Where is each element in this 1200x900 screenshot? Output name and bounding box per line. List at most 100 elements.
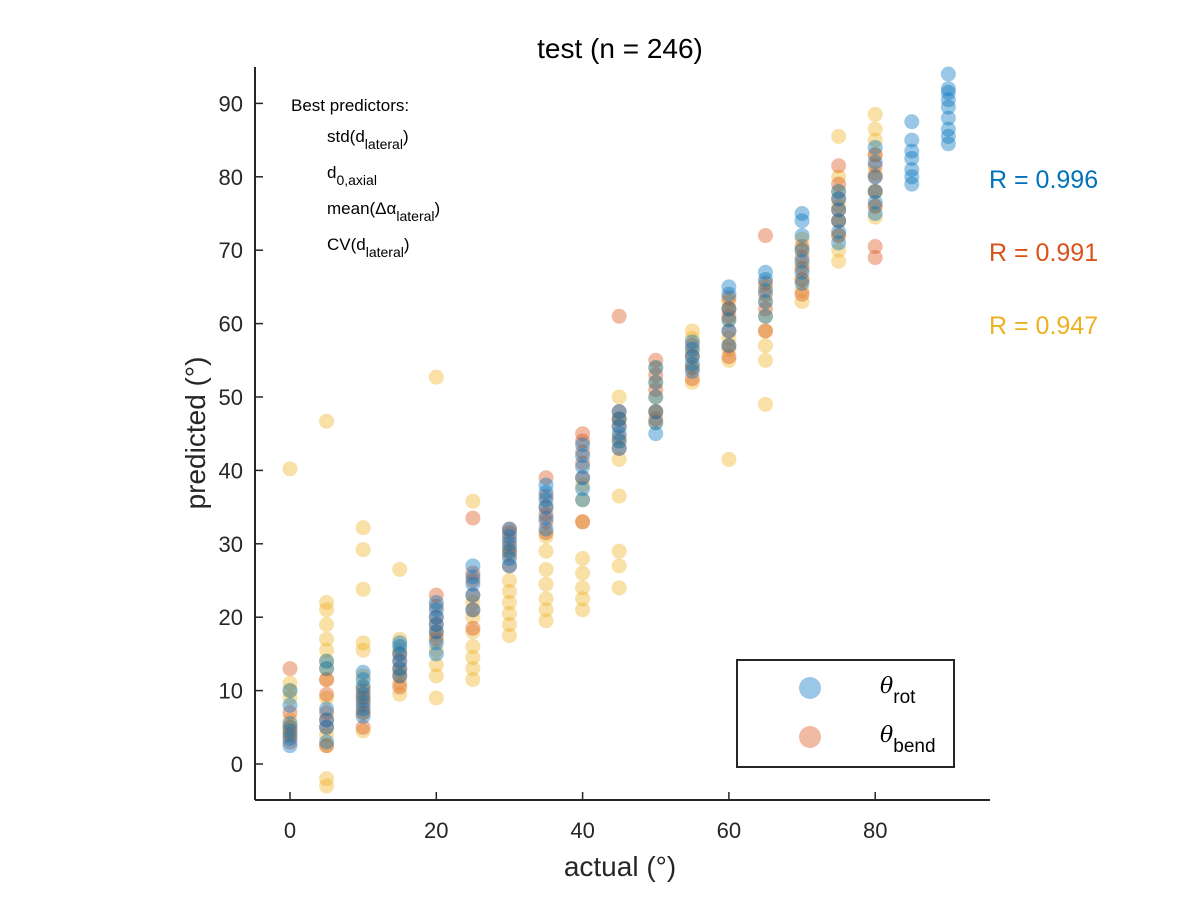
x-tick-label: 0	[284, 818, 296, 843]
data-point	[684, 363, 700, 379]
data-point	[794, 272, 810, 288]
data-point	[465, 587, 481, 603]
data-point	[575, 470, 591, 486]
data-point	[319, 778, 335, 794]
data-point	[611, 418, 627, 434]
data-point	[721, 308, 737, 324]
data-point	[501, 595, 517, 611]
data-point	[794, 242, 810, 258]
scatter-points	[282, 66, 956, 794]
data-point	[428, 369, 444, 385]
data-point	[831, 191, 847, 207]
data-point	[319, 719, 335, 735]
data-point	[721, 294, 737, 310]
data-point	[501, 606, 517, 622]
data-point	[428, 657, 444, 673]
data-point	[319, 734, 335, 750]
data-point	[428, 617, 444, 633]
x-tick-label: 20	[424, 818, 448, 843]
data-point	[611, 558, 627, 574]
data-point	[392, 668, 408, 684]
data-point	[538, 514, 554, 530]
data-point	[282, 675, 298, 691]
data-point	[538, 543, 554, 559]
data-point	[721, 323, 737, 339]
data-point	[575, 477, 591, 493]
data-point	[648, 374, 664, 390]
data-point	[867, 198, 883, 214]
data-point	[721, 323, 737, 339]
legend-box	[736, 659, 955, 768]
data-point	[794, 275, 810, 291]
data-point	[575, 492, 591, 508]
data-point	[465, 510, 481, 526]
data-point	[867, 165, 883, 181]
data-point	[355, 664, 371, 680]
data-point	[721, 341, 737, 357]
data-point	[575, 470, 591, 486]
data-point	[904, 114, 920, 130]
correlation-labels: R = 0.996 R = 0.991 R = 0.947	[989, 166, 1098, 340]
data-point	[684, 330, 700, 346]
data-point	[757, 323, 773, 339]
data-point	[721, 286, 737, 302]
data-point	[867, 132, 883, 148]
data-point	[355, 668, 371, 684]
data-point	[611, 404, 627, 420]
data-point	[721, 301, 737, 317]
data-point	[684, 349, 700, 365]
data-point	[794, 206, 810, 221]
y-axis-ticks: 0 10 20 30 40 50 60 70 80 90	[219, 91, 263, 777]
data-point	[940, 92, 956, 108]
data-point	[831, 213, 847, 229]
data-point	[282, 727, 298, 743]
data-point	[501, 528, 517, 544]
data-point	[940, 110, 956, 126]
data-point	[904, 150, 920, 166]
data-point	[757, 352, 773, 368]
data-point	[392, 646, 408, 662]
data-point	[538, 477, 554, 493]
data-point	[684, 374, 700, 390]
data-point	[465, 595, 481, 611]
data-point	[611, 426, 627, 442]
legend-label: θbend	[880, 723, 936, 757]
legend-marker	[799, 726, 821, 748]
data-point	[575, 514, 591, 530]
r-value-label: R = 0.991	[989, 239, 1098, 267]
data-point	[501, 539, 517, 555]
data-point	[538, 510, 554, 526]
data-point	[428, 609, 444, 625]
data-point	[538, 499, 554, 515]
data-point	[465, 609, 481, 625]
data-point	[355, 542, 371, 558]
data-point	[867, 206, 883, 221]
data-point	[465, 565, 481, 581]
data-point	[465, 661, 481, 677]
data-point	[831, 228, 847, 244]
data-point	[282, 730, 298, 746]
data-point	[721, 338, 737, 354]
y-tick-label: 0	[231, 752, 243, 777]
data-point	[831, 202, 847, 218]
data-point	[757, 272, 773, 288]
data-point	[867, 183, 883, 199]
data-point	[940, 84, 956, 100]
data-point	[757, 294, 773, 310]
data-point	[355, 679, 371, 695]
data-point	[684, 323, 700, 339]
data-point	[538, 492, 554, 508]
data-point	[319, 686, 335, 702]
data-point	[538, 525, 554, 541]
data-point	[501, 521, 517, 537]
data-point	[355, 581, 371, 597]
data-point	[794, 250, 810, 266]
data-point	[282, 690, 298, 706]
data-point	[465, 493, 481, 509]
data-point	[355, 708, 371, 724]
annotation-line: CV(dlateral)	[327, 235, 410, 260]
data-point	[757, 294, 773, 310]
data-point	[831, 235, 847, 251]
data-point	[319, 738, 335, 754]
data-point	[428, 602, 444, 618]
